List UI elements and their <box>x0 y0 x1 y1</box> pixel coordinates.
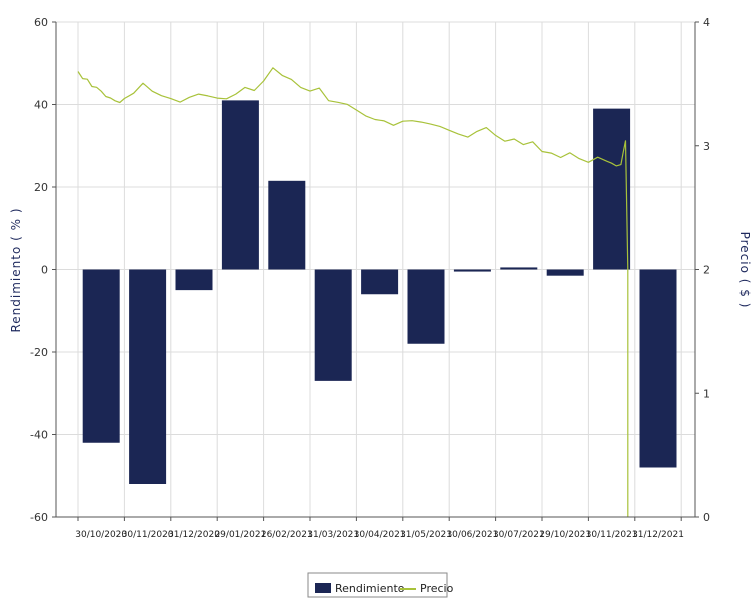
bar-2 <box>175 269 213 291</box>
x-ticks: 30/10/202030/11/202031/12/202029/01/2021… <box>75 517 684 540</box>
x-tick-label-1: 30/11/2020 <box>122 530 174 540</box>
price-line <box>77 67 629 517</box>
bar-1 <box>129 269 167 484</box>
legend: Rendimiento Precio <box>307 572 454 598</box>
x-tick-label-4: 26/02/2021 <box>261 530 313 540</box>
y-tick-label-2: -20 <box>30 346 48 359</box>
bar-0 <box>82 269 120 443</box>
x-tick-label-6: 30/04/2021 <box>354 530 406 540</box>
bar-10 <box>546 269 584 276</box>
x-tick-label-3: 29/01/2021 <box>214 530 266 540</box>
x-tick-label-5: 31/03/2021 <box>307 530 359 540</box>
y-tick-label-3: 0 <box>41 264 48 277</box>
y2-tick-label-4: 4 <box>703 16 710 29</box>
y2-tick-label-3: 3 <box>703 140 710 153</box>
bar-11 <box>593 108 631 270</box>
x-tick-label-7: 31/05/2021 <box>400 530 452 540</box>
y-tick-label-6: 60 <box>34 16 48 29</box>
gridlines <box>56 21 695 518</box>
bars <box>82 100 677 484</box>
x-tick-label-10: 29/10/2021 <box>539 530 591 540</box>
x-tick-label-12: 31/12/2021 <box>632 530 684 540</box>
legend-box <box>307 572 448 598</box>
y2-axis-title: Precio ( $ ) <box>738 232 751 309</box>
legend-label-rendimiento: Rendimiento <box>335 582 405 595</box>
bar-9 <box>500 267 538 270</box>
bar-8 <box>453 269 491 272</box>
legend-label-precio: Precio <box>420 582 454 595</box>
price-line-group <box>77 67 629 517</box>
y2-tick-label-0: 0 <box>703 511 710 524</box>
x-tick-label-11: 30/11/2021 <box>586 530 638 540</box>
y-tick-label-0: -60 <box>30 511 48 524</box>
bar-5 <box>314 269 352 381</box>
bar-4 <box>268 180 306 270</box>
bar-7 <box>407 269 445 344</box>
x-tick-label-9: 30/07/2021 <box>493 530 545 540</box>
bar-3 <box>221 100 259 270</box>
y2-tick-label-2: 2 <box>703 264 710 277</box>
y2-ticks: 0 1 2 3 4 <box>695 16 710 524</box>
y-tick-label-5: 40 <box>34 99 48 112</box>
y-tick-label-4: 20 <box>34 181 48 194</box>
y-axis-title: Rendimiento ( % ) <box>9 207 23 332</box>
y-ticks: -60 -40 -20 0 20 40 60 <box>30 16 56 524</box>
bar-12 <box>639 269 677 468</box>
x-tick-label-0: 30/10/2020 <box>75 530 127 540</box>
y-tick-label-1: -40 <box>30 429 48 442</box>
x-tick-label-2: 31/12/2020 <box>168 530 220 540</box>
legend-swatch-rendimiento <box>315 583 331 593</box>
y2-tick-label-1: 1 <box>703 387 710 400</box>
bar-6 <box>361 269 399 295</box>
x-tick-label-8: 30/06/2021 <box>446 530 498 540</box>
